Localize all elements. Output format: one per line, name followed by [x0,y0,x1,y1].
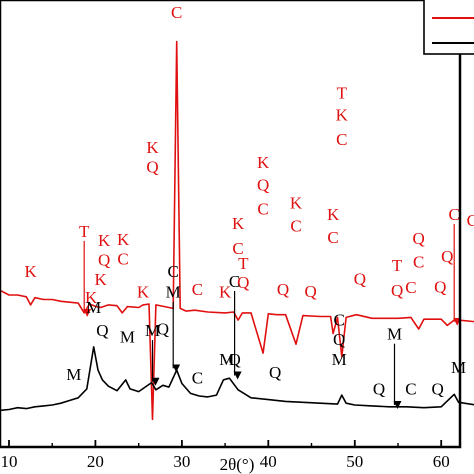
phase-label: C [171,3,182,22]
phase-label: C [168,262,179,281]
phase-label: Q [413,229,425,248]
x-tick-label: 20 [87,452,104,471]
phase-label: M [120,327,135,346]
phase-label: T [392,256,403,275]
phase-label: Q [333,330,345,349]
phase-label: M [219,350,234,369]
x-tick-label: 30 [173,452,190,471]
phase-label: C [449,205,460,224]
x-axis-title: 2θ(°) [220,455,255,474]
phase-label: T [79,222,90,241]
phase-label: C [327,228,338,247]
phase-label: C [334,310,345,329]
phase-label: Q [373,379,385,398]
phase-label: C [467,211,474,230]
phase-label: M [166,283,181,302]
phase-label: M [66,365,81,384]
phase-label: M [451,358,466,377]
phase-label: K [137,283,150,302]
phase-label: Q [441,247,453,266]
phase-label: Q [269,363,281,382]
plot-frame [0,0,462,449]
phase-label: Q [434,277,446,296]
phase-label: Q [257,175,269,194]
phase-label: M [86,298,101,317]
phase-label: K [24,262,37,281]
phase-label: K [117,230,130,249]
phase-label: C [229,272,240,291]
series-line-1 [0,40,474,421]
legend-box [423,0,474,55]
phase-label: K [219,283,232,302]
phase-label: C [192,280,203,299]
series-line-2 [0,346,474,412]
phase-label: C [413,252,424,271]
phase-label: K [146,138,159,157]
phase-label: Q [228,350,240,369]
phase-label: C [405,278,416,297]
phase-label: Q [146,158,158,177]
phase-label: K [257,153,270,172]
phase-label: C [232,239,243,258]
phase-label: C [336,130,347,149]
x-tick-label: 50 [346,452,363,471]
phase-label: M [145,321,160,340]
x-tick-label: 10 [1,452,18,471]
x-axis: 10 20 30 40 50 60 [1,440,450,471]
phase-label: Q [237,273,249,292]
phase-label: K [232,214,245,233]
phase-label: Q [354,269,366,288]
phase-label: Q [98,251,110,270]
x-tick-label: 60 [433,452,450,471]
phase-label: K [85,288,98,307]
phase-label: Q [391,281,403,300]
phase-label: K [290,193,303,212]
phase-label: C [405,379,416,398]
phase-label: C [290,217,301,236]
phase-label: K [98,231,111,250]
phase-label: Q [277,280,289,299]
phase-label: Q [157,319,169,338]
phase-label: M [332,350,347,369]
phase-label: C [117,250,128,269]
phase-label: Q [96,321,108,340]
phase-label: K [327,205,340,224]
phase-label: Q [305,282,317,301]
phase-label: K [336,106,349,125]
phase-label: C [192,369,203,388]
phase-label: M [387,325,402,344]
phase-label: T [238,254,249,273]
legend [423,0,474,55]
phase-label: C [257,200,268,219]
x-tick-label: 40 [260,452,277,471]
phase-label: K [94,270,107,289]
series-layer [0,40,474,421]
phase-label: Q [432,379,444,398]
phase-label: T [337,83,348,102]
